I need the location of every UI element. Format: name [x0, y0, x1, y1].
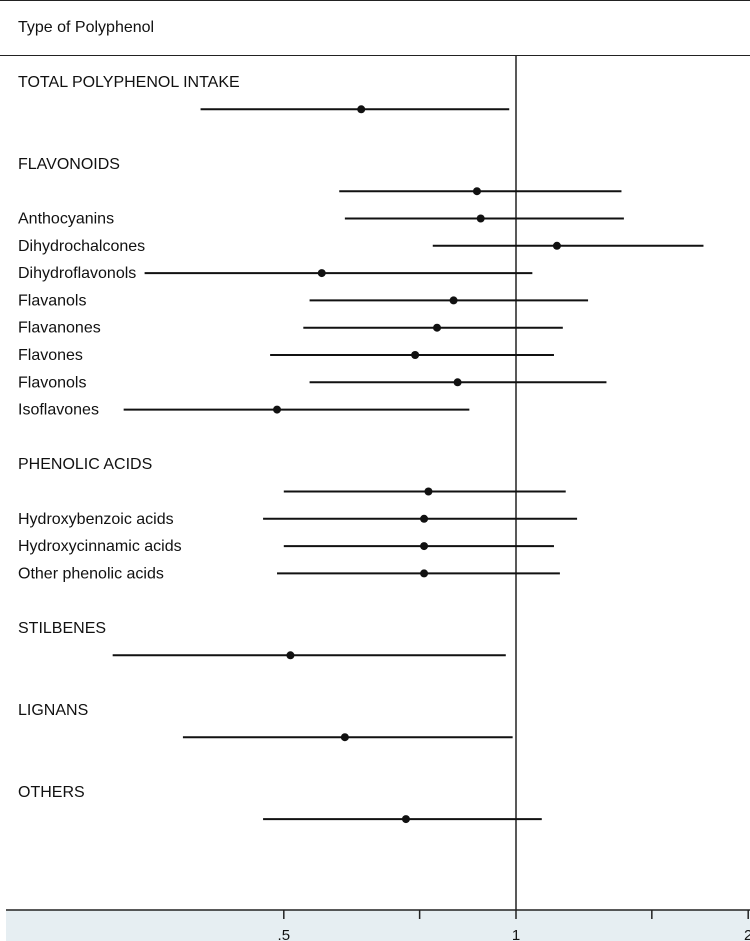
point-estimate	[286, 651, 295, 660]
row-label: Flavanols	[18, 292, 86, 309]
column-header-title: Type of Polyphenol	[18, 19, 155, 36]
x-tick-label: 2	[744, 927, 750, 941]
point-estimate	[420, 569, 429, 578]
point-estimate	[340, 733, 349, 742]
row-label: Other phenolic acids	[18, 565, 164, 582]
row-label: Hydroxybenzoic acids	[18, 511, 174, 528]
row-label: LIGNANS	[18, 702, 88, 719]
point-estimate	[317, 269, 326, 278]
row-label: PHENOLIC ACIDS	[18, 456, 152, 473]
point-estimate	[273, 405, 282, 414]
row-label: FLAVONOIDS	[18, 156, 120, 173]
point-estimate	[401, 815, 410, 824]
point-estimate	[472, 187, 481, 196]
point-estimate	[420, 514, 429, 523]
point-estimate	[552, 241, 561, 250]
row-label: Hydroxycinnamic acids	[18, 538, 182, 555]
row-label: Flavanones	[18, 320, 101, 337]
row-label: STILBENES	[18, 620, 106, 637]
point-estimate	[424, 487, 433, 496]
x-tick-label: .5	[278, 927, 291, 941]
point-estimate	[411, 351, 420, 359]
row-label: OTHERS	[18, 784, 85, 801]
row-label: Anthocyanins	[18, 211, 114, 228]
point-estimate	[420, 542, 429, 551]
row-label: Isoflavones	[18, 402, 99, 419]
row-label: Flavonols	[18, 374, 86, 391]
x-tick-label: 1	[512, 927, 520, 941]
row-label: Dihydroflavonols	[18, 265, 136, 282]
point-estimate	[357, 105, 366, 114]
point-estimate	[453, 378, 462, 387]
axis-band	[6, 910, 750, 941]
point-estimate	[476, 214, 485, 223]
point-estimate	[449, 296, 458, 305]
row-label: Dihydrochalcones	[18, 238, 145, 255]
row-label: TOTAL POLYPHENOL INTAKE	[18, 74, 240, 91]
header-strip: Type of Polyphenol	[0, 0, 750, 56]
row-label: Flavones	[18, 347, 83, 364]
point-estimate	[433, 323, 442, 332]
